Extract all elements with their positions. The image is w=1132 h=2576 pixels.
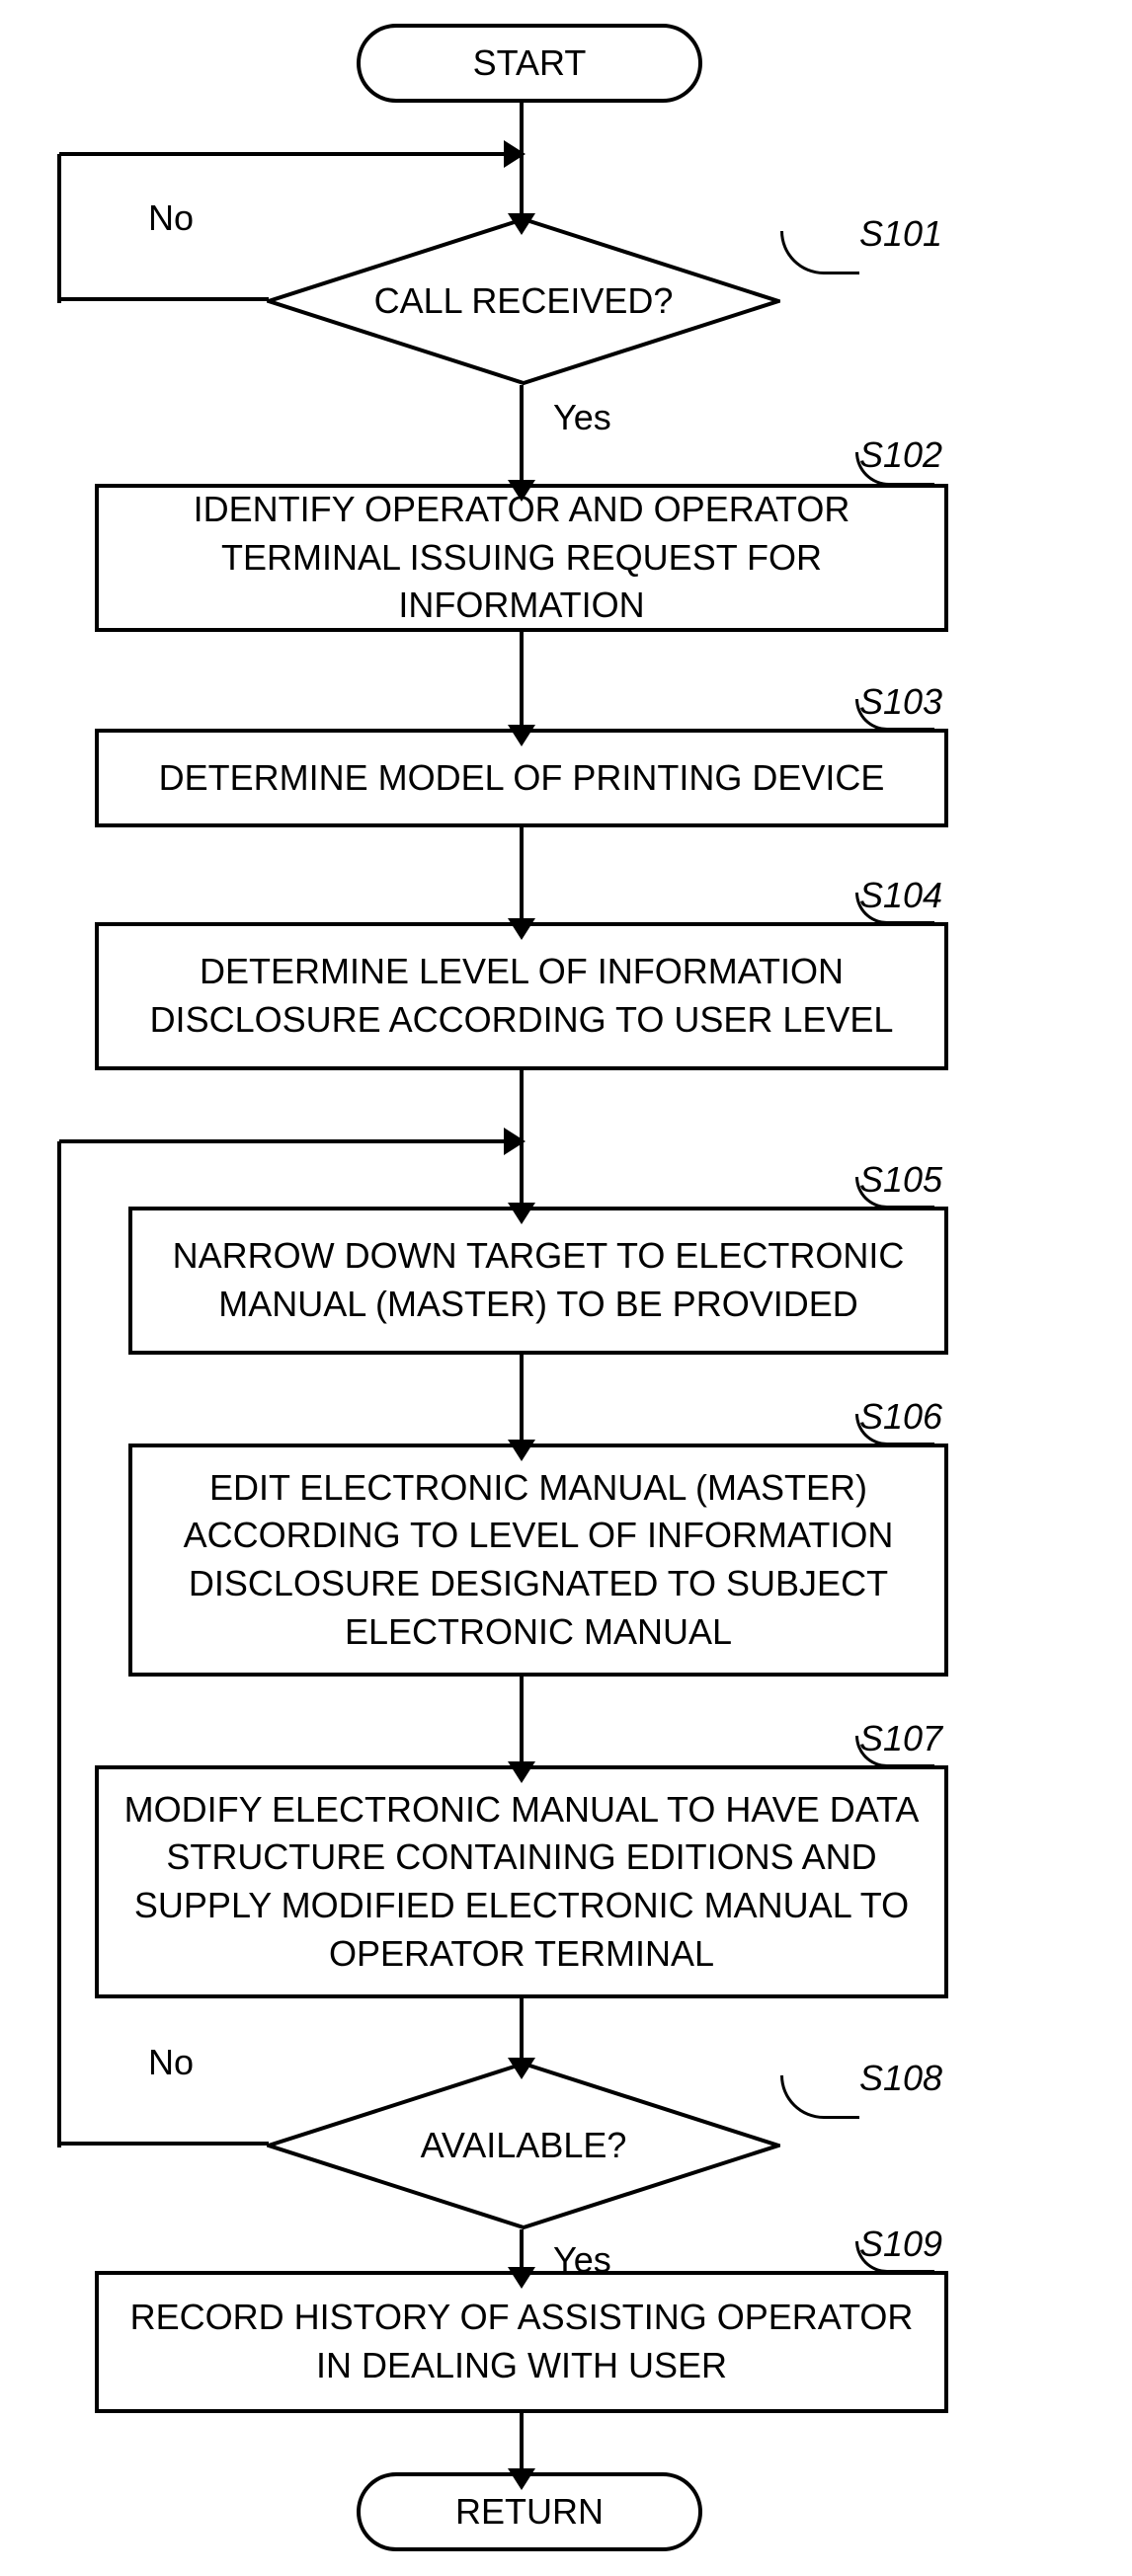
p109-process: RECORD HISTORY OF ASSISTING OPERATOR IN … [95,2271,948,2413]
d108-text: AVAILABLE? [421,2125,627,2166]
edge-v-6 [520,1677,524,1765]
edge-h-12 [59,152,508,156]
start-terminal: START [357,24,702,103]
arrow-right-15 [504,1128,526,1155]
arrow-down-0 [508,213,535,235]
arrow-down-3 [508,918,535,940]
arrow-down-4 [508,1203,535,1224]
branch-d108_yes: Yes [553,2239,611,2281]
arrow-down-2 [508,725,535,746]
d101-text-wrap: CALL RECEIVED? [267,217,780,385]
edge-v-8 [520,2229,524,2271]
edge-v-7 [520,1998,524,2062]
d101-decision: CALL RECEIVED? [267,217,780,385]
edge-v-3 [520,827,524,922]
leader-S109 [855,2241,934,2273]
arrow-down-9 [508,2468,535,2490]
leader-S107 [855,1736,934,1767]
branch-d108_no: No [148,2042,194,2083]
d108-decision: AVAILABLE? [267,2062,780,2229]
arrow-down-5 [508,1440,535,1461]
leader-S101 [780,231,859,274]
leader-S105 [855,1177,934,1209]
edge-v-5 [520,1355,524,1444]
p104-process: DETERMINE LEVEL OF INFORMATION DISCLOSUR… [95,922,948,1070]
arrow-down-8 [508,2267,535,2289]
p102-text: IDENTIFY OPERATOR AND OPERATOR TERMINAL … [122,486,921,630]
p106-process: EDIT ELECTRONIC MANUAL (MASTER) ACCORDIN… [128,1444,948,1677]
d101-text: CALL RECEIVED? [374,280,674,322]
return-text: RETURN [455,2491,604,2533]
edge-v-11 [57,154,61,303]
p106-text: EDIT ELECTRONIC MANUAL (MASTER) ACCORDIN… [156,1464,921,1656]
d101-step-label: S101 [859,213,942,255]
edge-v-14 [57,1141,61,2147]
arrow-down-1 [508,480,535,502]
arrow-right-12 [504,140,526,168]
leader-S106 [855,1414,934,1445]
arrow-down-6 [508,1761,535,1783]
edge-v-9 [520,2413,524,2472]
d108-text-wrap: AVAILABLE? [267,2062,780,2229]
p105-text: NARROW DOWN TARGET TO ELECTRONIC MANUAL … [156,1232,921,1328]
start-text: START [473,42,587,84]
d108-step-label: S108 [859,2058,942,2099]
p104-text: DETERMINE LEVEL OF INFORMATION DISCLOSUR… [122,948,921,1044]
edge-h-15 [59,1139,508,1143]
branch-d101_no: No [148,197,194,239]
edge-v-1 [520,385,524,484]
leader-S102 [855,452,934,486]
p109-text: RECORD HISTORY OF ASSISTING OPERATOR IN … [122,2294,921,2389]
edge-v-2 [520,632,524,729]
branch-d101_yes: Yes [553,397,611,438]
p102-process: IDENTIFY OPERATOR AND OPERATOR TERMINAL … [95,484,948,632]
arrow-down-7 [508,2058,535,2079]
leader-S108 [780,2075,859,2119]
p103-text: DETERMINE MODEL OF PRINTING DEVICE [159,754,885,803]
p107-text: MODIFY ELECTRONIC MANUAL TO HAVE DATA ST… [122,1786,921,1978]
p107-process: MODIFY ELECTRONIC MANUAL TO HAVE DATA ST… [95,1765,948,1998]
edge-h-13 [59,2142,269,2146]
edge-h-10 [59,297,269,301]
p105-process: NARROW DOWN TARGET TO ELECTRONIC MANUAL … [128,1207,948,1355]
leader-S104 [855,893,934,924]
leader-S103 [855,699,934,731]
